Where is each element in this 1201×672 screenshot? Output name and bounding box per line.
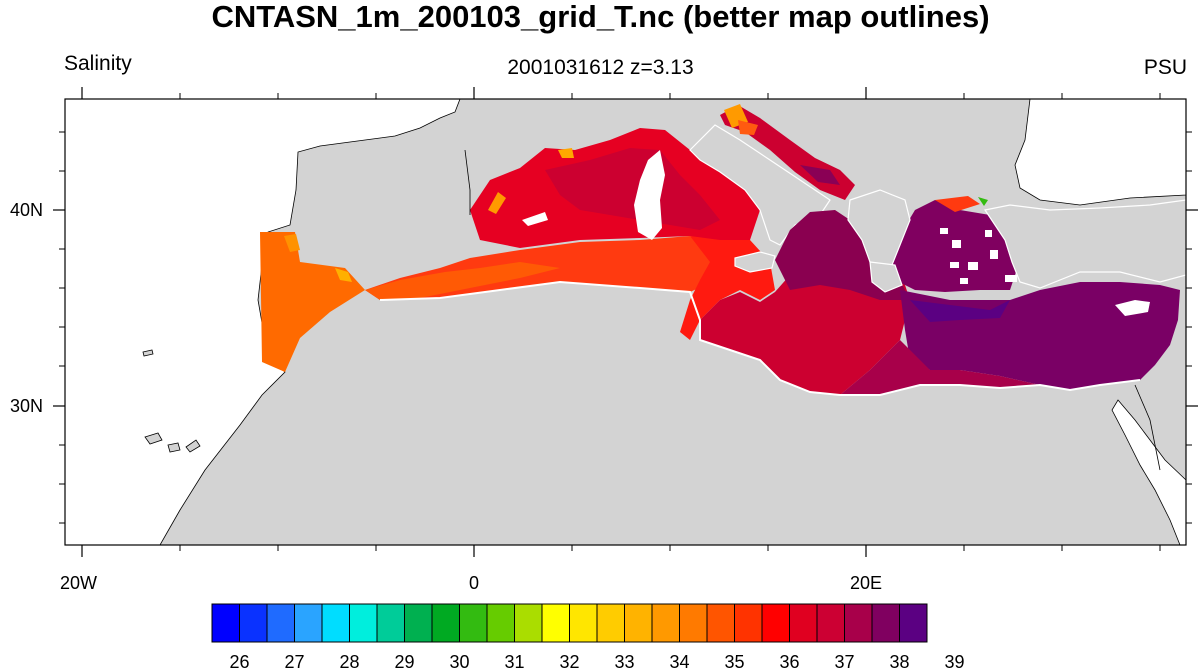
colorbar-swatch <box>679 603 708 643</box>
colorbar-swatch <box>321 603 350 643</box>
balearic-island <box>522 212 548 226</box>
aegean-island <box>1005 275 1017 282</box>
salinity-atlantic-coast <box>284 234 300 252</box>
colorbar-label: 31 <box>504 652 525 672</box>
salinity-adriatic-south <box>800 165 840 185</box>
salinity-coastal <box>488 192 506 214</box>
italy <box>689 124 831 246</box>
colorbar-swatch <box>706 603 735 643</box>
lon-tick-label: 20W <box>60 573 98 593</box>
colorbar-label: 38 <box>889 652 910 672</box>
colorbar-swatch <box>349 603 378 643</box>
salinity-atlantic <box>260 232 365 372</box>
lon-minor-ticks <box>179 93 1161 551</box>
aegean-island <box>990 250 998 259</box>
salinity-levantine-north <box>910 300 1010 322</box>
units-label: PSU <box>1143 56 1187 79</box>
aegean-island <box>960 278 968 284</box>
canary-island <box>144 432 163 445</box>
colorbar-label: 30 <box>449 652 470 672</box>
colorbar-swatch <box>844 603 873 643</box>
salinity-south-levantine <box>840 340 1040 395</box>
colorbar-label: 29 <box>394 652 415 672</box>
colorbar-swatch <box>239 603 268 643</box>
salinity-adriatic-north <box>738 120 758 135</box>
colorbar-label: 27 <box>284 652 305 672</box>
colorbar-swatch <box>624 603 653 643</box>
colorbar-label: 36 <box>779 652 800 672</box>
lon-ticks <box>81 87 867 557</box>
lon-tick-label: 0 <box>469 573 480 593</box>
peloponnese <box>869 261 903 293</box>
colorbar-label: 35 <box>724 652 745 672</box>
colorbar-swatch <box>486 603 515 643</box>
colorbar-swatch <box>211 603 240 643</box>
variable-label: Salinity <box>64 52 132 75</box>
black-sea <box>1014 99 1186 206</box>
plot-frame <box>64 98 1187 546</box>
sardinia-corsica <box>634 150 665 240</box>
border-line <box>464 149 471 215</box>
aegean-island <box>940 228 948 234</box>
border-line <box>1134 384 1161 471</box>
cyprus <box>1115 300 1150 316</box>
colorbar-swatch <box>459 603 488 643</box>
colorbar-swatch <box>404 603 433 643</box>
colorbar-label: 28 <box>339 652 360 672</box>
lat-tick-label: 40N <box>10 200 44 220</box>
colorbar-swatch <box>376 603 405 643</box>
north-africa-coast <box>379 280 1141 396</box>
madeira-island <box>142 349 154 357</box>
colorbar-label: 37 <box>834 652 855 672</box>
colorbar-swatch <box>431 603 460 643</box>
salinity-ionian <box>700 268 910 395</box>
salinity-atlantic-coast <box>335 268 352 282</box>
salinity-marmara <box>978 197 988 206</box>
colorbar-swatch <box>514 603 543 643</box>
greece <box>847 189 911 271</box>
colorbar-swatch <box>871 603 900 643</box>
colorbar-swatch <box>541 603 570 643</box>
timestamp-depth-label: 2001031612 z=3.13 <box>507 56 694 79</box>
turkey <box>984 199 1186 289</box>
aegean-island <box>950 262 959 268</box>
lat-ticks <box>53 209 1198 407</box>
colorbar-swatch <box>294 603 323 643</box>
colorbar-swatch <box>596 603 625 643</box>
colorbar-swatch <box>651 603 680 643</box>
red-sea <box>1111 399 1186 545</box>
colorbar-swatch <box>816 603 845 643</box>
colorbar-swatch <box>569 603 598 643</box>
colorbar-label: 33 <box>614 652 635 672</box>
salinity-coastal <box>558 148 574 158</box>
lat-tick-label: 30N <box>10 396 44 416</box>
page-title: CNTASN_1m_200103_grid_T.nc (better map o… <box>211 0 990 34</box>
canary-island <box>185 439 201 453</box>
colorbar-label: 39 <box>944 652 965 672</box>
colorbar-label: 34 <box>669 652 690 672</box>
colorbar-label: 26 <box>229 652 250 672</box>
salinity-gulf-of-lion <box>545 148 720 230</box>
aegean-island <box>985 230 992 237</box>
colorbar-swatch <box>761 603 790 643</box>
sicily <box>734 251 776 273</box>
aegean-island <box>952 240 961 248</box>
lon-tick-label: 20E <box>850 573 883 593</box>
lat-minor-ticks <box>59 131 1192 524</box>
colorbar-swatch <box>899 603 928 643</box>
colorbar-swatch <box>734 603 763 643</box>
colorbar-label: 32 <box>559 652 580 672</box>
salinity-aegean <box>880 200 1020 292</box>
salinity-alboran <box>365 262 560 300</box>
canary-island <box>167 442 181 453</box>
salinity-marmara <box>935 196 980 212</box>
colorbar-swatch <box>266 603 295 643</box>
aegean-island <box>968 262 978 270</box>
colorbar-swatch <box>789 603 818 643</box>
